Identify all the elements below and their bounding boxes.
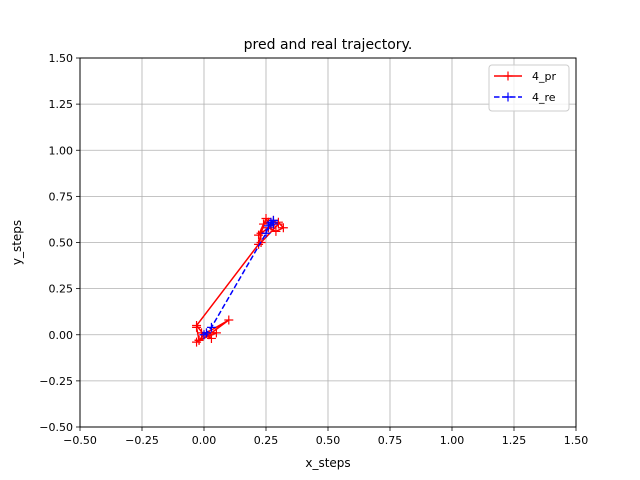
x-tick-label: 0.25 [254, 434, 279, 447]
legend-label-4_re: 4_re [532, 91, 556, 104]
x-tick-label: 1.00 [440, 434, 465, 447]
data-point-4_re [261, 228, 271, 238]
data-point-4_re [201, 328, 211, 338]
x-tick-label: 0.00 [192, 434, 217, 447]
data-point-4_pr [254, 230, 264, 240]
data-point-4_re [206, 322, 216, 332]
y-tick-label: 1.50 [49, 52, 74, 65]
x-tick-label: 0.75 [378, 434, 403, 447]
legend-label-4_pr: 4_pr [532, 70, 556, 83]
y-tick-label: 0.50 [49, 237, 74, 250]
y-tick-label: −0.50 [39, 421, 73, 434]
series-layer [192, 214, 288, 347]
y-tick-label: 1.00 [49, 144, 74, 157]
x-tick-label: 0.50 [316, 434, 341, 447]
y-tick-label: −0.25 [39, 375, 73, 388]
x-axis: −0.50 −0.25 0.00 0.25 0.50 0.75 1.00 1.25 1.50 [63, 427, 588, 447]
series-line-4_pr [195, 217, 285, 343]
data-point-4_pr [211, 328, 221, 338]
x-axis-label: x_steps [305, 456, 350, 470]
data-point-4_re [268, 219, 278, 229]
chart-title: pred and real trajectory. [244, 37, 413, 53]
y-tick-label: 1.25 [49, 98, 74, 111]
data-point-4_pr [192, 321, 202, 331]
y-axis: −0.50 −0.25 0.00 0.25 0.50 0.75 1.00 1.25 1.50 [39, 52, 80, 434]
data-point-4_pr [224, 315, 234, 325]
legend-marker-4_re [503, 92, 513, 102]
x-tick-label: 1.50 [564, 434, 589, 447]
x-tick-label: −0.50 [63, 434, 97, 447]
y-tick-label: 0.25 [49, 283, 74, 296]
legend-marker-4_pr [503, 71, 513, 81]
data-point-4_pr [278, 223, 288, 233]
data-point-4_pr [206, 333, 216, 343]
x-tick-label: 1.25 [502, 434, 527, 447]
x-tick-label: −0.25 [125, 434, 159, 447]
data-point-4_pr [271, 226, 281, 236]
data-point-4_pr [194, 335, 204, 345]
legend: 4_pr 4_re [488, 64, 570, 112]
y-tick-label: 0.00 [49, 329, 74, 342]
legend-entries: 4_pr 4_re [494, 70, 556, 104]
series-4_re [199, 215, 278, 340]
y-axis-label: y_steps [10, 220, 24, 265]
y-tick-label: 0.75 [49, 190, 74, 203]
legend-box [488, 64, 570, 112]
